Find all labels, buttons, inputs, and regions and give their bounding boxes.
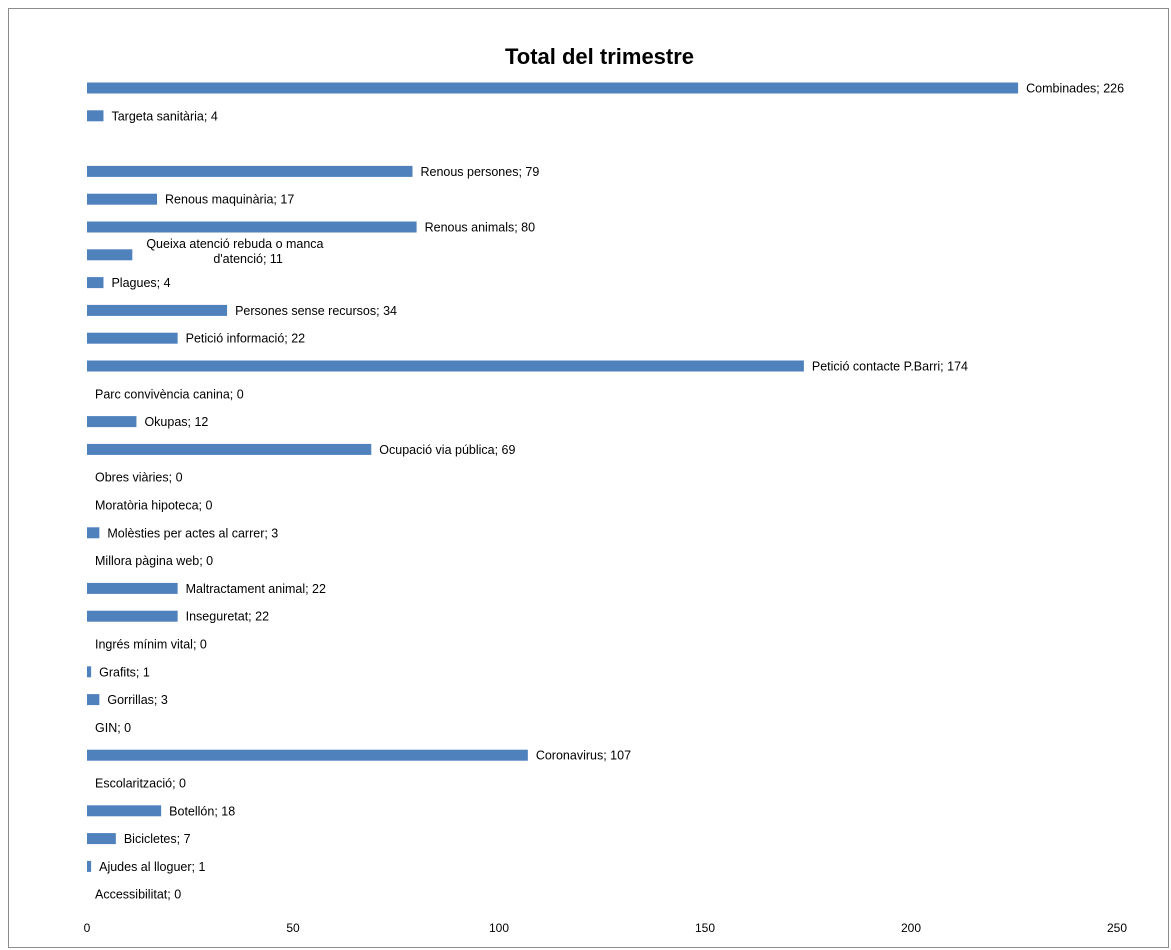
x-tick-label: 250 <box>1107 921 1127 935</box>
data-label: Queixa atenció rebuda o manca d'atenció; … <box>146 237 323 266</box>
data-label: Ocupació via pública; 69 <box>379 443 515 457</box>
data-label: Okupas; 12 <box>144 415 208 429</box>
data-label: Petició contacte P.Barri; 174 <box>812 360 968 374</box>
data-label: Accessibilitat; 0 <box>95 888 181 902</box>
bar <box>87 749 528 761</box>
bar <box>87 416 137 428</box>
data-label: Renous animals; 80 <box>425 221 536 235</box>
data-label: Ajudes al lloguer; 1 <box>99 860 205 874</box>
data-label: Gorrillas; 3 <box>107 693 167 707</box>
bar <box>87 860 92 872</box>
data-label: Botellón; 18 <box>169 804 235 818</box>
bar <box>87 694 100 706</box>
chart-frame <box>8 8 1169 948</box>
bar <box>87 277 104 289</box>
bar <box>87 110 104 122</box>
x-tick-label: 200 <box>901 921 921 935</box>
bar <box>87 165 413 177</box>
data-labels-group: Combinades; 226 Targeta sanitària; 4 Renou… <box>95 82 1124 902</box>
bar <box>87 527 100 539</box>
data-label: Molèsties per actes al carrer; 3 <box>107 526 278 540</box>
data-label: Petició informació; 22 <box>186 332 306 346</box>
data-label: Persones sense recursos; 34 <box>235 304 397 318</box>
x-axis: 0 50 100 150 200 250 <box>84 921 1128 935</box>
x-tick-label: 150 <box>695 921 715 935</box>
bar <box>87 193 158 205</box>
data-label: Plagues; 4 <box>111 276 170 290</box>
bar <box>87 82 1019 94</box>
x-tick-label: 100 <box>489 921 509 935</box>
data-label: GIN; 0 <box>95 721 131 735</box>
x-tick-label: 0 <box>84 921 91 935</box>
data-label: Renous persones; 79 <box>420 165 539 179</box>
data-label: Escolarització; 0 <box>95 777 186 791</box>
data-label: Maltractament animal; 22 <box>186 582 326 596</box>
data-label: Parc convivència canina; 0 <box>95 387 244 401</box>
data-label: Obres viàries; 0 <box>95 471 183 485</box>
bar <box>87 443 372 455</box>
bar <box>87 221 417 233</box>
bar <box>87 332 178 344</box>
data-label: Coronavirus; 107 <box>536 749 631 763</box>
chart-title: Total del trimestre <box>504 44 695 69</box>
bar <box>87 610 178 622</box>
bar <box>87 360 804 372</box>
bar <box>87 249 133 261</box>
bar <box>87 833 116 845</box>
data-label: Inseguretat; 22 <box>186 610 269 624</box>
data-label: Combinades; 226 <box>1026 82 1124 96</box>
bar <box>87 666 92 678</box>
bar <box>87 304 228 316</box>
bar <box>87 582 178 594</box>
data-label: Bicicletes; 7 <box>124 832 191 846</box>
data-label: Moratòria hipoteca; 0 <box>95 499 212 513</box>
bar <box>87 805 162 817</box>
data-label: Renous maquinària; 17 <box>165 193 294 207</box>
x-tick-label: 50 <box>286 921 300 935</box>
data-label: Grafits; 1 <box>99 665 150 679</box>
data-label: Ingrés mínim vital; 0 <box>95 638 207 652</box>
data-label: Targeta sanitària; 4 <box>111 109 217 123</box>
data-label: Millora pàgina web; 0 <box>95 554 213 568</box>
bars-group <box>87 82 1019 872</box>
